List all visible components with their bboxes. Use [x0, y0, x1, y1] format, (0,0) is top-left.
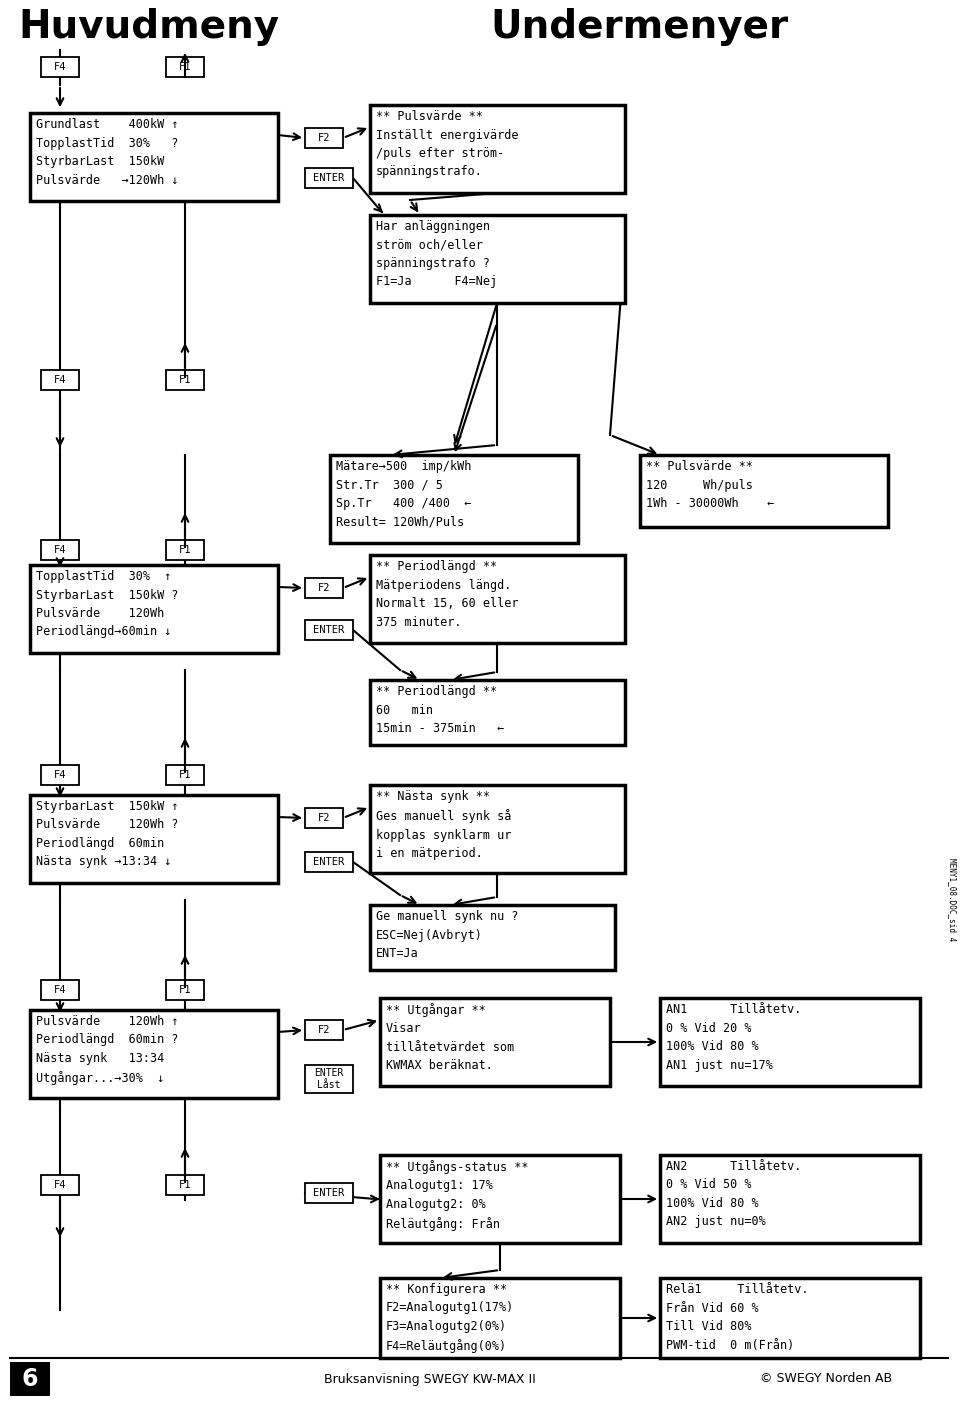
FancyBboxPatch shape: [30, 1009, 278, 1098]
Text: Undermenyer: Undermenyer: [490, 8, 788, 46]
Text: ENTER: ENTER: [313, 857, 345, 866]
FancyBboxPatch shape: [305, 620, 353, 639]
FancyBboxPatch shape: [370, 906, 615, 970]
FancyBboxPatch shape: [10, 1361, 50, 1396]
FancyBboxPatch shape: [660, 1279, 920, 1359]
Text: F1: F1: [179, 1180, 191, 1190]
FancyBboxPatch shape: [41, 370, 79, 390]
FancyBboxPatch shape: [166, 980, 204, 1000]
Text: Grundlast    400kW ↑
TopplastTid  30%   ?
StyrbarLast  150kW
Pulsvärde   →120Wh : Grundlast 400kW ↑ TopplastTid 30% ? Styr…: [36, 118, 179, 186]
FancyBboxPatch shape: [370, 785, 625, 873]
Text: ** Pulsvärde **
120     Wh/puls
1Wh - 30000Wh    ←: ** Pulsvärde ** 120 Wh/puls 1Wh - 30000W…: [646, 460, 775, 510]
Text: Mätare→500  imp/kWh
Str.Tr  300 / 5
Sp.Tr   400 /400  ←
Result= 120Wh/Puls: Mätare→500 imp/kWh Str.Tr 300 / 5 Sp.Tr …: [336, 460, 471, 529]
Text: Bruksanvisning SWEGY KW-MAX II: Bruksanvisning SWEGY KW-MAX II: [324, 1373, 536, 1385]
FancyBboxPatch shape: [41, 540, 79, 559]
Text: AN1      Tillåtetv.
0 % Vid 20 %
100% Vid 80 %
AN1 just nu=17%: AN1 Tillåtetv. 0 % Vid 20 % 100% Vid 80 …: [666, 1002, 802, 1071]
Text: MENY1_08.DOC_sid 4: MENY1_08.DOC_sid 4: [948, 858, 956, 942]
Text: F2: F2: [318, 583, 330, 593]
FancyBboxPatch shape: [41, 57, 79, 77]
Text: 6: 6: [22, 1367, 38, 1391]
FancyBboxPatch shape: [380, 998, 610, 1087]
FancyBboxPatch shape: [305, 128, 343, 149]
Text: F1: F1: [179, 770, 191, 780]
FancyBboxPatch shape: [305, 852, 353, 872]
FancyBboxPatch shape: [370, 215, 625, 303]
Text: ** Periodlängd **
60   min
15min - 375min   ←: ** Periodlängd ** 60 min 15min - 375min …: [376, 686, 504, 735]
Text: ** Utgångs-status **
Analogutg1: 17%
Analogutg2: 0%
Reläutgång: Från: ** Utgångs-status ** Analogutg1: 17% Ana…: [386, 1159, 529, 1231]
Text: StyrbarLast  150kW ↑
Pulsvärde    120Wh ?
Periodlängd  60min
Nästa synk →13:34 ↓: StyrbarLast 150kW ↑ Pulsvärde 120Wh ? Pe…: [36, 801, 179, 868]
Text: Har anläggningen
ström och/eller
spänningstrafo ?
F1=Ja      F4=Nej: Har anläggningen ström och/eller spännin…: [376, 220, 497, 289]
FancyBboxPatch shape: [166, 540, 204, 559]
FancyBboxPatch shape: [166, 370, 204, 390]
FancyBboxPatch shape: [370, 680, 625, 744]
Text: F4: F4: [54, 545, 66, 555]
Text: AN2      Tillåtetv.
0 % Vid 50 %
100% Vid 80 %
AN2 just nu=0%: AN2 Tillåtetv. 0 % Vid 50 % 100% Vid 80 …: [666, 1159, 802, 1228]
Text: F4: F4: [54, 374, 66, 386]
Text: F2: F2: [318, 133, 330, 143]
FancyBboxPatch shape: [30, 114, 278, 200]
Text: F1: F1: [179, 374, 191, 386]
FancyBboxPatch shape: [660, 998, 920, 1087]
FancyBboxPatch shape: [305, 1066, 353, 1094]
FancyBboxPatch shape: [640, 456, 888, 527]
FancyBboxPatch shape: [305, 1183, 353, 1203]
FancyBboxPatch shape: [41, 765, 79, 785]
FancyBboxPatch shape: [380, 1279, 620, 1359]
Text: F4: F4: [54, 62, 66, 72]
FancyBboxPatch shape: [305, 578, 343, 599]
FancyBboxPatch shape: [380, 1155, 620, 1244]
FancyBboxPatch shape: [370, 555, 625, 644]
Text: Huvudmeny: Huvudmeny: [18, 8, 279, 46]
Text: ** Pulsvärde **
Inställt energivärde
/puls efter ström-
spänningstrafo.: ** Pulsvärde ** Inställt energivärde /pu…: [376, 109, 518, 178]
FancyBboxPatch shape: [305, 1021, 343, 1040]
Text: F4: F4: [54, 770, 66, 780]
Text: Relä1     Tillåtetv.
Från Vid 60 %
Till Vid 80%
PWM-tid  0 m(Från): Relä1 Tillåtetv. Från Vid 60 % Till Vid …: [666, 1283, 808, 1352]
Text: ENTER: ENTER: [313, 1187, 345, 1197]
Text: Ge manuell synk nu ?
ESC=Nej(Avbryt)
ENT=Ja: Ge manuell synk nu ? ESC=Nej(Avbryt) ENT…: [376, 910, 518, 960]
Text: ** Periodlängd **
Mätperiodens längd.
Normalt 15, 60 eller
375 minuter.: ** Periodlängd ** Mätperiodens längd. No…: [376, 559, 518, 628]
FancyBboxPatch shape: [41, 980, 79, 1000]
FancyBboxPatch shape: [166, 765, 204, 785]
Text: ENTER: ENTER: [313, 625, 345, 635]
Text: ** Utgångar **
Visar
tillåtetvärdet som
KWMAX beräknat.: ** Utgångar ** Visar tillåtetvärdet som …: [386, 1002, 515, 1073]
Text: F1: F1: [179, 986, 191, 995]
FancyBboxPatch shape: [370, 105, 625, 193]
Text: ** Konfigurera **
F2=Analogutg1(17%)
F3=Analogutg2(0%)
F4=Reläutgång(0%): ** Konfigurera ** F2=Analogutg1(17%) F3=…: [386, 1283, 515, 1353]
FancyBboxPatch shape: [660, 1155, 920, 1244]
Text: ENTER: ENTER: [313, 172, 345, 184]
FancyBboxPatch shape: [305, 808, 343, 829]
Text: F2: F2: [318, 1025, 330, 1035]
FancyBboxPatch shape: [166, 57, 204, 77]
Text: F4: F4: [54, 1180, 66, 1190]
Text: Pulsvärde    120Wh ↑
Periodlängd  60min ?
Nästa synk   13:34
Utgångar...→30%  ↓: Pulsvärde 120Wh ↑ Periodlängd 60min ? Nä…: [36, 1015, 179, 1085]
Text: ** Nästa synk **
Ges manuell synk så
kopplas synklarm ur
i en mätperiod.: ** Nästa synk ** Ges manuell synk så kop…: [376, 789, 512, 859]
Text: TopplastTid  30%  ↑
StyrbarLast  150kW ?
Pulsvärde    120Wh
Periodlängd→60min ↓: TopplastTid 30% ↑ StyrbarLast 150kW ? Pu…: [36, 571, 179, 638]
Text: F2: F2: [318, 813, 330, 823]
FancyBboxPatch shape: [305, 168, 353, 188]
Text: © SWEGY Norden AB: © SWEGY Norden AB: [760, 1373, 892, 1385]
FancyBboxPatch shape: [330, 456, 578, 543]
FancyBboxPatch shape: [41, 1175, 79, 1195]
Text: F1: F1: [179, 62, 191, 72]
Text: F1: F1: [179, 545, 191, 555]
FancyBboxPatch shape: [30, 565, 278, 653]
Text: ENTER
Låst: ENTER Låst: [314, 1068, 344, 1089]
Text: F4: F4: [54, 986, 66, 995]
FancyBboxPatch shape: [166, 1175, 204, 1195]
FancyBboxPatch shape: [30, 795, 278, 883]
